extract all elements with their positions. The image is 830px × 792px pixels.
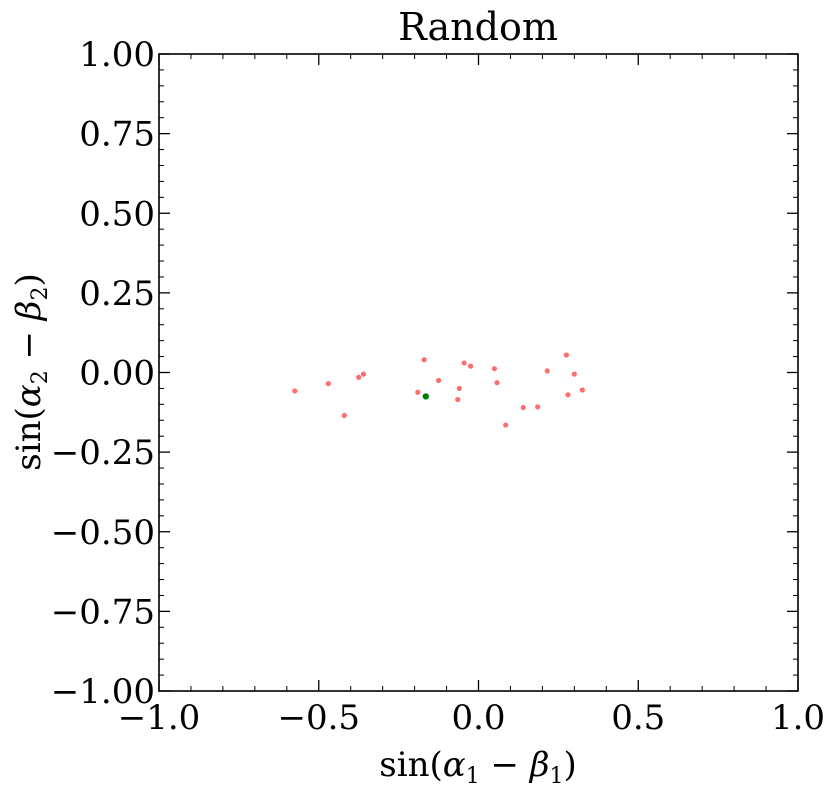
x-tick-label: 0.5	[611, 698, 665, 738]
scatter-point-red	[565, 392, 571, 398]
scatter-point-green	[422, 393, 429, 400]
scatter-point-red	[341, 412, 347, 419]
y-tick-label: 0.50	[79, 194, 155, 234]
x-tick-label: −0.5	[277, 698, 360, 738]
y-tick-label: −0.50	[51, 513, 155, 553]
x-label-suffix: )	[563, 745, 576, 785]
scatter-point-red	[456, 385, 462, 392]
y-axis-label: sin(α2 − β2)	[9, 273, 53, 470]
scatter-point-red	[415, 389, 421, 395]
x-axis-label: sin(α1 − β1)	[379, 745, 576, 789]
scatter-point-red	[494, 380, 500, 386]
chart-title: Random	[398, 5, 558, 49]
scatter-point-red	[571, 371, 577, 377]
y-label-beta-sub: 2	[28, 287, 53, 301]
x-tick-label: 1.0	[771, 698, 825, 738]
y-tick-label: 0.00	[79, 354, 155, 394]
y-tick-label: −1.00	[51, 672, 155, 712]
x-label-prefix: sin(	[379, 745, 442, 785]
y-label-beta: β	[9, 301, 49, 323]
y-tick-label: 0.25	[79, 274, 155, 314]
scatter-point-red	[579, 387, 585, 393]
y-tick-label: 0.75	[79, 115, 155, 155]
x-tick-label: 0.0	[451, 698, 505, 738]
x-label-beta: β	[528, 745, 550, 785]
y-label-prefix: sin(	[9, 407, 49, 470]
y-tick-label: 1.00	[79, 35, 155, 75]
tick-labels: −1.0 −0.5 0.0 0.5 1.0 −1.00 −0.75 −0.50 −0.25 0.0…	[51, 35, 825, 738]
y-label-operator: −	[9, 320, 49, 370]
scatter-point-red	[435, 377, 442, 384]
x-label-operator: −	[480, 745, 530, 785]
axis-ticks	[158, 53, 799, 692]
scatter-point-red	[455, 396, 461, 403]
scatter-point-red	[520, 404, 526, 411]
scatter-point-red	[491, 366, 498, 372]
y-label-alpha: α	[9, 384, 49, 407]
scatter-point-red	[544, 368, 550, 374]
x-tick-label: −1.0	[118, 698, 201, 738]
x-label-alpha-sub: 1	[466, 764, 480, 789]
x-label-alpha: α	[443, 745, 466, 785]
scatter-point-red	[535, 404, 541, 410]
scatter-point-red	[292, 388, 298, 394]
scatter-point-red	[461, 360, 467, 366]
data-points	[292, 352, 585, 428]
x-label-beta-sub: 1	[549, 764, 563, 789]
y-tick-label: −0.75	[51, 592, 155, 632]
scatter-point-red	[421, 357, 427, 363]
scatter-point-red	[467, 363, 474, 369]
y-tick-label: −0.25	[51, 433, 155, 473]
scatter-point-red	[563, 352, 569, 358]
y-label-suffix: )	[9, 273, 49, 286]
scatter-point-red	[503, 422, 509, 428]
scatter-point-red	[360, 371, 367, 377]
y-label-alpha-sub: 2	[28, 370, 53, 384]
scatter-point-red	[325, 381, 331, 387]
plot-frame	[158, 53, 799, 692]
scatter-point-red	[356, 374, 362, 380]
